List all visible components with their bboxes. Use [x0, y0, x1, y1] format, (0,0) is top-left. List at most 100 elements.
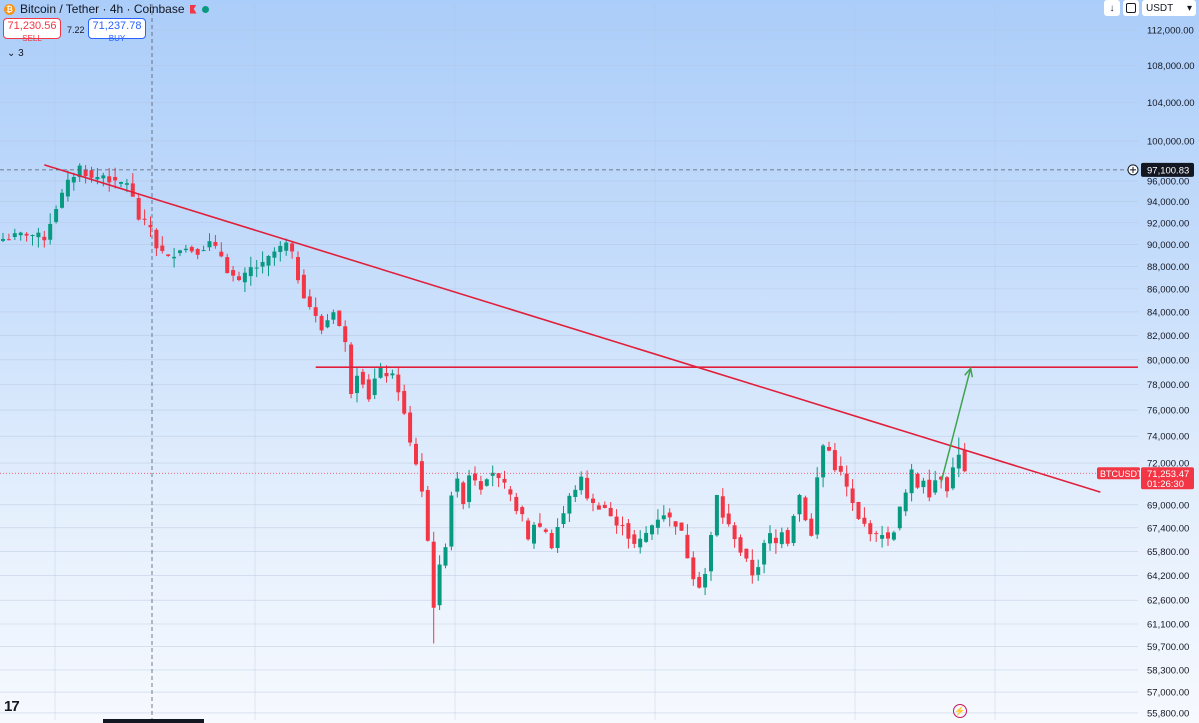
price-axis[interactable]: 112,000.00 108,000.00 104,000.00 100,000.00… — [1147, 25, 1195, 719]
candle-body — [178, 250, 182, 254]
candle-body — [254, 267, 259, 269]
candle-body — [685, 534, 690, 559]
candle-body — [54, 209, 59, 222]
y-tick-label: 55,800.00 — [1147, 708, 1189, 719]
candle-body — [614, 516, 619, 526]
indicator-count: 3 — [18, 48, 24, 59]
candle-body — [60, 192, 64, 208]
candle-body — [89, 170, 94, 178]
ticker-label: BTCUSDT — [1100, 469, 1143, 479]
snapshot-button[interactable] — [1123, 0, 1139, 16]
candle-body — [939, 476, 944, 480]
candle-body — [803, 497, 808, 521]
candle-body — [779, 532, 784, 545]
candle-body — [655, 519, 660, 528]
y-tick-label: 88,000.00 — [1147, 262, 1189, 273]
candle-body — [844, 473, 849, 487]
y-tick-label: 62,600.00 — [1147, 596, 1189, 607]
candle-body — [508, 489, 513, 495]
candle-body — [561, 513, 566, 525]
candle-body — [402, 390, 407, 414]
candle-body — [502, 478, 507, 483]
buy-button[interactable]: 71,237.78 BUY — [88, 18, 146, 43]
candle-body — [880, 535, 885, 539]
download-button[interactable]: ↓ — [1104, 0, 1120, 16]
candle-body — [42, 236, 47, 241]
candle-body — [909, 469, 914, 494]
candle-body — [437, 564, 442, 606]
candle-body — [473, 473, 477, 481]
projection-arrow — [940, 368, 972, 483]
y-tick-label: 82,000.00 — [1147, 331, 1189, 342]
candle-body — [366, 379, 371, 400]
candle-body — [384, 373, 389, 377]
currency-select[interactable]: USDT ▾ — [1142, 0, 1196, 16]
y-tick-label: 80,000.00 — [1147, 355, 1189, 366]
candle-body — [319, 315, 324, 331]
candle-body — [237, 276, 241, 281]
indicators-toggle[interactable]: ⌄ 3 — [7, 48, 24, 59]
candle-body — [897, 506, 902, 529]
candle-body — [950, 467, 955, 489]
candle-body — [219, 251, 224, 257]
candle-body — [838, 465, 843, 472]
candle-body — [12, 233, 17, 237]
candle-body — [850, 488, 855, 504]
lightning-icon[interactable]: ⚡ — [953, 704, 967, 718]
candle-body — [1, 238, 5, 241]
candle-body — [638, 538, 643, 548]
chevron-down-icon: ⌄ — [7, 48, 16, 59]
candle-body — [83, 169, 88, 177]
candle-body — [555, 527, 560, 548]
symbol-title[interactable]: Bitcoin / Tether · 4h · Coinbase — [20, 2, 185, 16]
candle-body — [667, 512, 672, 518]
candle-body — [360, 371, 365, 385]
candle-body — [154, 229, 159, 249]
candle-body — [278, 245, 283, 252]
candle-body — [537, 523, 542, 527]
candle-body — [136, 198, 141, 220]
candle-body — [915, 473, 920, 488]
candle-body — [903, 492, 908, 512]
candle-body — [856, 501, 861, 519]
y-tick-label: 76,000.00 — [1147, 406, 1189, 417]
snapshot-icon — [1126, 3, 1136, 13]
candle-body — [372, 378, 377, 395]
candle-body — [756, 567, 761, 575]
chart-grid — [0, 4, 1138, 720]
sell-button[interactable]: 71,230.56 SELL — [3, 18, 61, 43]
y-tick-label: 100,000.00 — [1147, 137, 1195, 148]
candle-body — [773, 537, 778, 544]
candle-body — [762, 542, 767, 565]
candle-body — [703, 573, 708, 588]
candle-body — [732, 525, 737, 540]
candle-body — [290, 243, 295, 252]
candle-body — [77, 165, 82, 178]
scroll-indicator[interactable] — [103, 719, 204, 723]
candle-body — [130, 183, 135, 197]
candle-body — [744, 548, 749, 559]
y-tick-label: 72,000.00 — [1147, 459, 1189, 470]
descending-trendline — [44, 164, 1101, 493]
flag-icon[interactable] — [189, 4, 197, 14]
candle-body — [579, 476, 584, 491]
candle-body — [337, 310, 342, 326]
candle-body — [301, 274, 306, 299]
candle-body — [30, 235, 35, 237]
symbol-header[interactable]: ₿ Bitcoin / Tether · 4h · Coinbase — [4, 2, 209, 16]
candle-body — [891, 532, 896, 540]
candle-body — [36, 232, 41, 238]
candle-body — [48, 223, 53, 240]
candle-body — [815, 477, 820, 535]
candle-body — [107, 176, 112, 183]
candle-body — [189, 246, 194, 252]
candle-body — [331, 312, 336, 320]
chart-drawings[interactable] — [44, 164, 1138, 493]
candle-body — [490, 472, 495, 476]
market-open-dot-icon — [201, 5, 209, 13]
candle-body — [484, 479, 489, 486]
y-tick-label: 61,100.00 — [1147, 619, 1189, 630]
candle-body — [213, 241, 218, 246]
tradingview-logo[interactable]: 17 — [4, 698, 20, 715]
